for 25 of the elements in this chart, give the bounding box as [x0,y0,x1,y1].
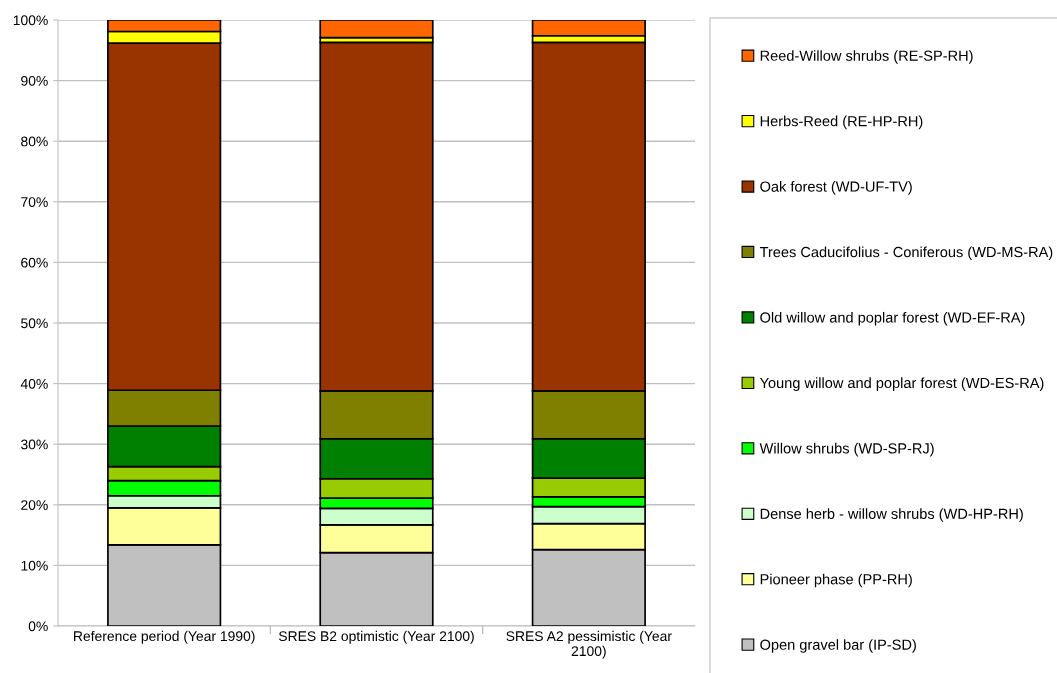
y-tick-label: 50% [21,318,48,329]
x-tick-label: SRES B2 optimistic (Year 2100) [278,630,474,644]
y-tick-label: 60% [21,257,48,268]
legend-label: Young willow and poplar forest (WD-ES-RA) [759,377,1044,391]
bar [319,20,434,39]
y-tick-label: 40% [20,378,48,389]
y-tick-label: 10% [21,560,48,571]
legend-label: Trees Caducifolius - Coniferous (WD-MS-RA) [759,246,1053,261]
y-tick-label: 100% [13,15,48,26]
x-tick-label: SRES A2 pessimistic (Year 2100) [506,630,672,659]
x-tick-label: Reference period (Year 1990) [74,630,255,644]
legend-label: Herbs-Reed (RE-HP-RH) [760,115,923,130]
y-tick-label: 20% [21,500,48,510]
legend-label: Pioneer phase (PP-RH) [760,573,912,588]
legend-label: Oak forest (WD-UF-TV) [760,181,912,195]
legend-label: Willow shrubs (WD-SP-RJ) [759,442,934,457]
legend-label: Open gravel bar (IP-SD) [760,639,916,653]
legend-label: Reed-Willow shrubs (RE-SP-RH) [760,50,973,64]
y-tick-label: 30% [21,439,48,450]
legend-label: Old willow and poplar forest (WD-EF-RA) [760,311,1025,326]
y-tick-label: 80% [21,136,48,147]
y-tick-label: 0% [28,621,48,632]
y-tick-label: 70% [21,197,48,207]
legend-label: Dense herb - willow shrubs (WD-HP-RH) [760,508,1023,522]
y-tick-label: 90% [21,75,48,86]
